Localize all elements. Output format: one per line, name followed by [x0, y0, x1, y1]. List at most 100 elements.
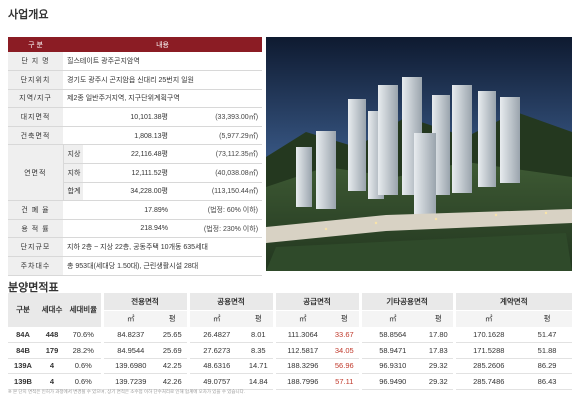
cell-common-pyeong: 8.01: [244, 327, 275, 343]
cell-exclusive-pyeong: 42.25: [158, 358, 189, 374]
unit-pyeong: 평: [424, 310, 455, 327]
cell-contract-sqm: 171.5288: [452, 342, 523, 359]
sqm-value: (73,112.35㎡): [172, 144, 263, 165]
col-other-common: 기타공용면적: [358, 293, 455, 311]
row-label: 지역/지구: [8, 89, 63, 109]
cell-type: 84B: [8, 342, 38, 359]
cell-exclusive-pyeong: 25.65: [158, 327, 189, 343]
table-row: 84A 448 70.6% 84.8237 25.65 26.4827 8.01…: [8, 327, 573, 343]
sales-header-row: 구분 세대수 세대비율 전용면적 공용면적 공급면적 기타공용면적 계약면적: [8, 293, 573, 328]
col-type: 구분: [8, 293, 38, 328]
overview-row-floor-area-total: 합계 34,228.00평 (113,150.44㎡): [8, 182, 263, 202]
cell-households: 448: [38, 327, 66, 343]
overview-row-floor-area-below: 지하 12,111.52평 (40,038.08㎡): [8, 163, 263, 183]
cell-type: 139A: [8, 358, 38, 374]
overview-row-complex-name: 단 지 명 힐스테이트 광주곤지암역: [8, 52, 263, 72]
cell-exclusive-sqm: 84.8237: [100, 327, 158, 343]
cell-supply-sqm: 188.3296: [272, 358, 331, 374]
unit-pyeong: 평: [330, 310, 361, 327]
unit-pyeong: 평: [158, 310, 189, 327]
sqm-value: (113,150.44㎡): [172, 182, 263, 202]
legal-limit: (법정: 230% 이하): [172, 219, 263, 239]
cell-common-pyeong: 14.84: [244, 373, 275, 390]
overview-row-far: 용 적 률 218.94% (법정: 230% 이하): [8, 219, 263, 239]
cell-supply-sqm: 111.3064: [272, 327, 331, 343]
cell-contract-pyeong: 86.43: [522, 373, 573, 390]
row-label: 용 적 률: [8, 219, 63, 239]
cell-contract-sqm: 285.2606: [452, 358, 523, 374]
overview-title: 사업개요: [8, 9, 49, 21]
cell-contract-sqm: 285.7486: [452, 373, 523, 390]
cell-other-common-sqm: 58.9471: [358, 342, 425, 359]
cell-households: 4: [38, 373, 66, 390]
sub-label: 지하: [62, 163, 83, 183]
cell-contract-pyeong: 51.47: [522, 327, 573, 343]
cell-type: 84A: [8, 327, 38, 343]
cell-common-sqm: 27.6273: [186, 342, 245, 359]
sales-area-title: 분양면적표: [8, 282, 59, 294]
overview-row-zone: 지역/지구 제2종 일반주거지역, 지구단위계획구역: [8, 89, 263, 109]
row-label: 단지위치: [8, 70, 63, 90]
table-row: 139B 4 0.6% 139.7239 42.26 49.0757 14.84…: [8, 373, 573, 390]
row-label: 주차대수: [8, 256, 63, 276]
row-value: 총 953대(세대당 1.50대), 근린생활시설 28대: [63, 256, 263, 276]
pyeong-value: 22,116.48평: [83, 144, 172, 165]
overview-row-parking: 주차대수 총 953대(세대당 1.50대), 근린생활시설 28대: [8, 256, 263, 276]
sqm-value: (5,977.29㎡): [172, 126, 263, 146]
cell-exclusive-pyeong: 25.69: [158, 342, 189, 359]
row-label: 연면적: [8, 144, 63, 202]
cell-other-common-pyeong: 29.32: [424, 358, 455, 374]
col-households: 세대수: [38, 293, 66, 328]
cell-common-sqm: 26.4827: [186, 327, 245, 343]
overview-row-floor-area-above: 연면적 지상 22,116.48평 (73,112.35㎡): [8, 144, 263, 202]
row-label: 건축면적: [8, 126, 63, 146]
row-value: 제2종 일반주거지역, 지구단위계획구역: [63, 89, 263, 109]
overview-row-bcr: 건 폐 율 17.89% (법정: 60% 이하): [8, 200, 263, 220]
col-exclusive: 전용면적: [100, 293, 189, 311]
complex-aerial-rendering: [266, 37, 572, 271]
overview-header-row: 구 분 내용: [8, 37, 263, 52]
sub-label: 합계: [62, 182, 83, 202]
sales-area-table: 구분 세대수 세대비율 전용면적 공용면적 공급면적 기타공용면적 계약면적 ㎡…: [8, 293, 573, 390]
unit-sqm: ㎡: [272, 310, 331, 327]
sqm-value: (33,393.00㎡): [172, 107, 263, 127]
pyeong-value: 1,808.13평: [63, 126, 172, 146]
col-common: 공용면적: [186, 293, 275, 311]
cell-other-common-sqm: 58.8564: [358, 327, 425, 343]
sub-label: 지상: [62, 144, 83, 165]
cell-contract-sqm: 170.1628: [452, 327, 523, 343]
col-supply: 공급면적: [272, 293, 361, 311]
ratio-value: 218.94%: [63, 219, 172, 239]
sqm-value: (40,038.08㎡): [172, 163, 263, 183]
cell-other-common-pyeong: 17.80: [424, 327, 455, 343]
unit-pyeong: 평: [522, 310, 573, 327]
unit-sqm: ㎡: [100, 310, 158, 327]
row-value: 경기도 광주시 곤지암읍 신대리 25번지 일원: [63, 70, 263, 90]
cell-exclusive-sqm: 84.9544: [100, 342, 158, 359]
cell-exclusive-sqm: 139.7239: [100, 373, 158, 390]
cell-common-pyeong: 14.71: [244, 358, 275, 374]
cell-common-pyeong: 8.35: [244, 342, 275, 359]
overview-row-scale: 단지규모 지하 2층 ~ 지상 22층, 공동주택 10개동 635세대: [8, 237, 263, 258]
overview-header-content: 내용: [63, 37, 263, 52]
cell-supply-sqm: 188.7996: [272, 373, 331, 390]
row-label: 단지규모: [8, 237, 63, 258]
unit-sqm: ㎡: [186, 310, 245, 327]
overview-table: 구 분 내용 단 지 명 힐스테이트 광주곤지암역 단지위치 경기도 광주시 곤…: [8, 37, 263, 276]
cell-households: 179: [38, 342, 66, 359]
overview-header-category: 구 분: [8, 37, 63, 52]
row-value: 지하 2층 ~ 지상 22층, 공동주택 10개동 635세대: [63, 237, 263, 258]
cell-other-common-pyeong: 29.32: [424, 373, 455, 390]
cell-common-sqm: 48.6316: [186, 358, 245, 374]
unit-sqm: ㎡: [452, 310, 523, 327]
row-value: 힐스테이트 광주곤지암역: [63, 52, 263, 72]
sales-area-footnote: ※ 본 단지 면적은 인허가 과정에서 변경될 수 있으며, 상기 면적은 소수…: [8, 389, 246, 394]
sales-subheader-row: ㎡ 평 ㎡ 평 ㎡ 평 ㎡ 평 ㎡ 평: [8, 310, 573, 327]
cell-other-common-sqm: 96.9310: [358, 358, 425, 374]
overview-row-land-area: 대지면적 10,101.38평 (33,393.00㎡): [8, 107, 263, 127]
pyeong-value: 10,101.38평: [63, 107, 172, 127]
aerial-rendering-image: [266, 37, 572, 271]
col-ratio: 세대비율: [66, 293, 102, 328]
cell-other-common-sqm: 96.9490: [358, 373, 425, 390]
cell-common-sqm: 49.0757: [186, 373, 245, 390]
